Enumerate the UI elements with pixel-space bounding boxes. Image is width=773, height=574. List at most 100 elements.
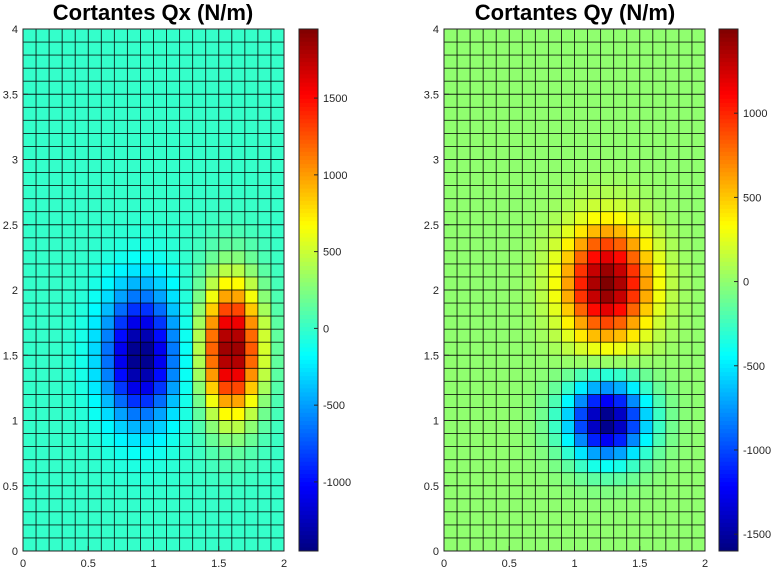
heatmap-cell xyxy=(179,524,193,539)
colorbar-segment xyxy=(299,94,318,99)
heatmap-cell xyxy=(548,355,562,369)
heatmap-cell xyxy=(444,198,458,212)
heatmap-cell xyxy=(665,342,680,356)
colorbar-segment xyxy=(299,257,318,262)
heatmap-cell xyxy=(613,211,627,226)
heatmap-cell xyxy=(205,381,220,395)
heatmap-cell xyxy=(509,368,523,382)
heatmap-cell xyxy=(626,433,641,447)
colorbar-segment xyxy=(719,298,738,303)
heatmap-cell xyxy=(548,94,562,108)
heatmap-cell xyxy=(496,511,510,526)
heatmap-cell xyxy=(535,446,549,460)
heatmap-cell xyxy=(652,250,667,265)
heatmap-cell xyxy=(75,250,89,265)
heatmap-cell xyxy=(483,94,497,108)
heatmap-cell xyxy=(49,524,63,539)
heatmap-cell xyxy=(691,511,706,526)
heatmap-cell xyxy=(652,394,667,408)
colorbar-segment xyxy=(299,493,318,499)
heatmap-cell xyxy=(652,355,667,369)
heatmap-cell xyxy=(574,368,588,382)
heatmap-cell xyxy=(587,316,601,330)
colorbar-segment xyxy=(719,29,738,34)
heatmap-cell xyxy=(483,224,497,239)
heatmap-cell xyxy=(101,42,115,56)
y-tick-label: 1 xyxy=(433,416,439,428)
heatmap-cell xyxy=(49,172,63,186)
heatmap-cell xyxy=(496,394,510,408)
heatmap-cell xyxy=(127,159,141,173)
heatmap-cell xyxy=(244,133,259,147)
heatmap-cell xyxy=(457,68,471,82)
heatmap-cell xyxy=(665,55,680,69)
heatmap-cell xyxy=(36,42,50,56)
heatmap-cell xyxy=(574,537,588,552)
heatmap-cell xyxy=(62,42,76,56)
colorbar-segment xyxy=(719,281,738,287)
heatmap-cell xyxy=(652,472,667,487)
heatmap-cell xyxy=(600,342,614,356)
heatmap-cell xyxy=(613,29,627,43)
heatmap-cell xyxy=(179,68,193,82)
heatmap-cell xyxy=(75,185,89,199)
heatmap-cell xyxy=(36,485,50,500)
heatmap-cell xyxy=(678,159,693,173)
heatmap-cell xyxy=(691,329,706,343)
heatmap-cell xyxy=(166,355,180,369)
heatmap-cell xyxy=(509,498,523,513)
heatmap-cell xyxy=(652,55,667,69)
heatmap-cell xyxy=(153,29,167,43)
colorbar-segment xyxy=(719,192,738,197)
heatmap-cell xyxy=(153,237,167,252)
heatmap-cell xyxy=(140,355,154,369)
heatmap-cell xyxy=(470,94,484,108)
heatmap-qx: 0 0.5 1 1.5 200.511.522.533.54 xyxy=(3,24,287,570)
heatmap-cell xyxy=(101,29,115,43)
heatmap-cell xyxy=(49,342,63,356)
heatmap-cell xyxy=(140,211,154,226)
heatmap-cell xyxy=(691,355,706,369)
heatmap-cell xyxy=(639,185,654,199)
heatmap-cell xyxy=(231,446,246,460)
heatmap-cell xyxy=(101,511,115,526)
colorbar-segment xyxy=(719,416,738,421)
heatmap-cell xyxy=(444,511,458,526)
colorbar-segment xyxy=(719,57,738,63)
heatmap-cell xyxy=(522,29,536,43)
heatmap-cell xyxy=(457,159,471,173)
heatmap-cell xyxy=(535,342,549,356)
heatmap-cell xyxy=(665,263,680,278)
heatmap-cell xyxy=(535,185,549,199)
heatmap-cell xyxy=(127,420,141,434)
heatmap-cell xyxy=(218,537,233,552)
heatmap-cell xyxy=(548,211,562,226)
heatmap-cell xyxy=(218,303,233,317)
heatmap-cell xyxy=(626,446,641,460)
heatmap-cell xyxy=(231,342,246,356)
heatmap-cell xyxy=(270,159,285,173)
heatmap-cell xyxy=(665,316,680,330)
heatmap-cell xyxy=(23,290,37,304)
heatmap-cell xyxy=(522,433,536,447)
heatmap-cell xyxy=(470,29,484,43)
heatmap-cell xyxy=(600,263,614,278)
heatmap-cell xyxy=(153,81,167,95)
heatmap-cell xyxy=(218,407,233,421)
heatmap-cell xyxy=(270,433,285,447)
heatmap-cell xyxy=(691,276,706,291)
heatmap-cell xyxy=(36,329,50,343)
heatmap-cell xyxy=(114,381,128,395)
heatmap-cell xyxy=(101,198,115,212)
colorbar-tick-label: 0 xyxy=(743,277,749,289)
colorbar-tick-label: -500 xyxy=(743,361,765,373)
heatmap-cell xyxy=(522,224,536,239)
heatmap-cell xyxy=(75,237,89,252)
colorbar-segment xyxy=(299,383,318,389)
colorbar-segment xyxy=(299,220,318,226)
heatmap-cell xyxy=(561,224,575,239)
heatmap-cell xyxy=(270,303,285,317)
heatmap-cell xyxy=(470,185,484,199)
heatmap-cell xyxy=(483,446,497,460)
